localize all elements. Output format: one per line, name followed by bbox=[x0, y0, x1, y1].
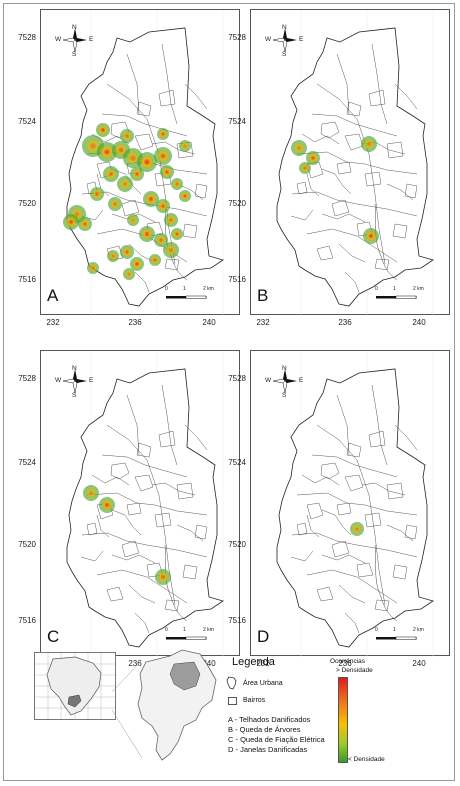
x-tick-label: 240 bbox=[202, 659, 216, 668]
state-inset bbox=[112, 649, 217, 761]
y-tick-label: 7516 bbox=[18, 616, 36, 625]
compass-w: W bbox=[55, 36, 62, 43]
scale-tick-label: 0 bbox=[165, 627, 168, 633]
urban-area-outline bbox=[66, 368, 224, 648]
y-tick-label: 7516 bbox=[228, 616, 246, 625]
x-tick-label: 236 bbox=[338, 659, 352, 668]
locator-inset bbox=[34, 652, 116, 720]
compass-s: S bbox=[282, 51, 287, 58]
x-tick-label: 240 bbox=[202, 318, 216, 327]
legend-title: Legenda bbox=[232, 656, 275, 668]
compass-n: N bbox=[282, 24, 287, 31]
panel-letter: D bbox=[257, 627, 270, 646]
compass-s: S bbox=[72, 51, 77, 58]
y-tick-label: 7520 bbox=[228, 199, 246, 208]
scale-tick-label: 2 km bbox=[413, 286, 424, 292]
panel-letter: C bbox=[47, 627, 60, 646]
density-hotspots bbox=[83, 485, 171, 585]
legend-item-c: C - Queda de Fiação Elétrica bbox=[228, 735, 325, 744]
x-tick-label: 232 bbox=[256, 318, 270, 327]
legend-item-a: A - Telhados Danificados bbox=[228, 715, 311, 724]
scale-bar-icon bbox=[376, 295, 417, 299]
x-tick-label: 232 bbox=[46, 318, 60, 327]
density-color-ramp bbox=[338, 677, 348, 763]
compass-w: W bbox=[55, 377, 62, 384]
compass-e: E bbox=[89, 377, 94, 384]
compass-n: N bbox=[282, 365, 287, 372]
x-tick-label: 236 bbox=[128, 318, 142, 327]
compass-s: S bbox=[72, 392, 77, 399]
y-tick-label: 7520 bbox=[18, 540, 36, 549]
x-tick-label: 236 bbox=[128, 659, 142, 668]
y-tick-label: 7520 bbox=[18, 199, 36, 208]
scale-bar-icon bbox=[376, 636, 417, 640]
y-tick-label: 7516 bbox=[228, 275, 246, 284]
compass-e: E bbox=[299, 36, 304, 43]
y-tick-label: 7528 bbox=[18, 374, 36, 383]
scale-tick-label: 0 bbox=[375, 286, 378, 292]
y-tick-label: 7528 bbox=[18, 33, 36, 42]
bairros-icon bbox=[228, 697, 237, 705]
density-hotspots bbox=[291, 136, 379, 244]
panel-letter: A bbox=[47, 286, 59, 305]
map-panel-d: N S E W 0 1 2 km D bbox=[250, 350, 450, 657]
x-tick-label: 232 bbox=[256, 659, 270, 668]
scale-tick-label: 1 bbox=[393, 286, 396, 292]
compass-n: N bbox=[72, 24, 77, 31]
y-tick-label: 7516 bbox=[18, 275, 36, 284]
north-arrow-icon bbox=[62, 28, 87, 53]
scale-tick-label: 0 bbox=[165, 286, 168, 292]
y-tick-label: 7524 bbox=[18, 458, 36, 467]
compass-n: N bbox=[72, 365, 77, 372]
y-tick-label: 7528 bbox=[228, 374, 246, 383]
y-tick-label: 7524 bbox=[228, 458, 246, 467]
compass-w: W bbox=[265, 377, 272, 384]
y-tick-label: 7528 bbox=[228, 33, 246, 42]
panel-letter: B bbox=[257, 286, 269, 305]
figure-frame bbox=[3, 3, 455, 781]
density-hotspots bbox=[350, 522, 364, 536]
urban-area-outline bbox=[276, 368, 434, 648]
scale-tick-label: 2 km bbox=[413, 627, 424, 633]
x-tick-label: 240 bbox=[412, 318, 426, 327]
y-tick-label: 7520 bbox=[228, 540, 246, 549]
y-tick-label: 7524 bbox=[228, 117, 246, 126]
north-arrow-icon bbox=[272, 28, 297, 53]
north-arrow-icon bbox=[62, 369, 87, 394]
scale-tick-label: 1 bbox=[183, 627, 186, 633]
density-title: Ocorrências bbox=[330, 658, 366, 665]
legend-item-b: B - Queda de Árvores bbox=[228, 725, 301, 734]
legend-item-d: D - Janelas Danificadas bbox=[228, 745, 308, 754]
map-panel-a: N S E W 0 1 2 km A bbox=[40, 9, 240, 316]
scale-tick-label: 1 bbox=[393, 627, 396, 633]
map-panel-b: N S E W 0 1 2 km B bbox=[250, 9, 450, 316]
compass-e: E bbox=[89, 36, 94, 43]
legend-bairros: Bairros bbox=[243, 697, 266, 704]
scale-bar-icon bbox=[166, 295, 207, 299]
y-tick-label: 7524 bbox=[18, 117, 36, 126]
x-tick-label: 240 bbox=[412, 659, 426, 668]
map-panel-c: N S E W 0 1 2 km C bbox=[40, 350, 240, 657]
density-hotspots bbox=[63, 123, 191, 280]
north-arrow-icon bbox=[272, 369, 297, 394]
urban-area-icon bbox=[226, 676, 237, 690]
scale-bar-icon bbox=[166, 636, 207, 640]
urban-area-outline bbox=[276, 27, 434, 307]
legend-area-urbana: Área Urbana bbox=[243, 680, 283, 687]
scale-tick-label: 0 bbox=[375, 627, 378, 633]
compass-s: S bbox=[282, 392, 287, 399]
compass-e: E bbox=[299, 377, 304, 384]
compass-w: W bbox=[265, 36, 272, 43]
x-tick-label: 236 bbox=[338, 318, 352, 327]
scale-tick-label: 2 km bbox=[203, 286, 214, 292]
scale-tick-label: 1 bbox=[183, 286, 186, 292]
density-low-label: < Densidade bbox=[348, 756, 385, 763]
scale-tick-label: 2 km bbox=[203, 627, 214, 633]
density-high-label: > Densidade bbox=[336, 667, 373, 674]
